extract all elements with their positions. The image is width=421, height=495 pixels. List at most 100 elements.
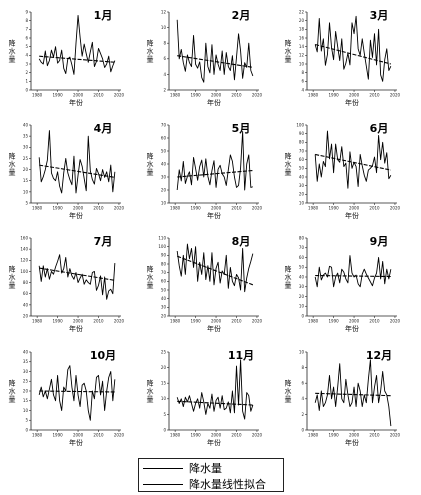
x-axis-label: 年份 bbox=[207, 324, 221, 333]
y-tick-label: 20 bbox=[161, 187, 167, 192]
trend-line bbox=[177, 55, 253, 68]
y-axis-label: 降水量 bbox=[147, 379, 154, 404]
trend-line bbox=[315, 392, 391, 397]
y-tick-label: 50 bbox=[161, 287, 167, 292]
y-tick-label: 30 bbox=[161, 305, 167, 310]
y-tick-label: 20 bbox=[299, 294, 305, 299]
y-tick-label: 9 bbox=[25, 9, 28, 14]
y-tick-label: 70 bbox=[161, 122, 167, 127]
y-tick-label: 10 bbox=[161, 200, 167, 205]
month-label: 6月 bbox=[370, 122, 389, 135]
month-label: 9月 bbox=[370, 235, 389, 248]
y-tick-label: 0 bbox=[163, 427, 166, 432]
x-tick-label: 2010 bbox=[93, 93, 104, 98]
y-tick-label: 2 bbox=[301, 412, 304, 417]
y-tick-label: 4 bbox=[25, 53, 28, 58]
precip-series-line bbox=[314, 359, 392, 427]
x-tick-label: 1990 bbox=[190, 433, 201, 438]
y-tick-label: 60 bbox=[161, 279, 167, 284]
y-tick-label: 5 bbox=[25, 200, 28, 205]
month-label: 1月 bbox=[94, 9, 113, 22]
panel-8: 20 30 40 50 60 70 80 90 100 110 1980 1990 2000 2010 20… bbox=[147, 235, 263, 333]
y-tick-label: 100 bbox=[20, 269, 28, 274]
x-tick-label: 2010 bbox=[231, 206, 242, 211]
y-axis-label: 降水量 bbox=[285, 152, 292, 177]
precip-series-line bbox=[176, 359, 254, 420]
y-tick-label: 20 bbox=[23, 388, 29, 393]
x-tick-label: 1980 bbox=[32, 319, 43, 324]
y-tick-label: 12 bbox=[161, 9, 167, 14]
y-tick-label: 0 bbox=[301, 313, 304, 318]
y-tick-label: 10 bbox=[161, 396, 167, 401]
x-tick-label: 2020 bbox=[252, 206, 263, 211]
y-tick-label: 40 bbox=[161, 161, 167, 166]
x-tick-label: 2010 bbox=[93, 319, 104, 324]
y-tick-label: 90 bbox=[161, 253, 167, 258]
y-tick-label: 50 bbox=[161, 148, 167, 153]
y-tick-label: 50 bbox=[299, 265, 305, 270]
x-tick-label: 2010 bbox=[231, 319, 242, 324]
y-tick-label: 10 bbox=[23, 189, 29, 194]
x-tick-label: 1990 bbox=[328, 206, 339, 211]
x-axis-label: 年份 bbox=[207, 438, 221, 447]
x-tick-label: 1980 bbox=[32, 433, 43, 438]
x-tick-label: 2010 bbox=[231, 433, 242, 438]
y-axis-label: 降水量 bbox=[147, 152, 154, 177]
y-tick-label: 8 bbox=[25, 18, 28, 23]
x-tick-label: 2000 bbox=[73, 206, 84, 211]
y-tick-label: 18 bbox=[299, 27, 305, 32]
x-tick-label: 1990 bbox=[52, 319, 63, 324]
y-tick-label: 25 bbox=[23, 156, 29, 161]
precip-series-line bbox=[176, 131, 253, 191]
y-tick-label: 70 bbox=[161, 270, 167, 275]
x-tick-label: 2020 bbox=[114, 433, 125, 438]
month-label: 3月 bbox=[370, 9, 389, 22]
y-tick-label: 15 bbox=[23, 178, 29, 183]
month-label: 5月 bbox=[232, 122, 251, 135]
x-tick-label: 1980 bbox=[170, 433, 181, 438]
y-tick-label: 1 bbox=[25, 79, 28, 84]
precip-series-line bbox=[176, 243, 254, 293]
y-tick-label: 12 bbox=[299, 53, 305, 58]
x-axis-label: 年份 bbox=[69, 98, 83, 107]
precip-series-line bbox=[38, 365, 116, 421]
legend-trend-line-swatch bbox=[143, 483, 183, 485]
panel-6: 10 20 30 40 50 60 70 80 90 100 1980 1990 2000 2010 202… bbox=[285, 122, 401, 220]
y-tick-label: 25 bbox=[23, 379, 29, 384]
legend-item-trend: 降水量线性拟合 bbox=[139, 476, 266, 492]
month-label: 2月 bbox=[232, 9, 251, 22]
y-tick-label: 70 bbox=[299, 148, 305, 153]
y-tick-label: 2 bbox=[163, 87, 166, 92]
y-axis-label: 降水量 bbox=[285, 39, 292, 64]
legend-precip-label: 降水量 bbox=[189, 462, 222, 475]
y-tick-label: 10 bbox=[23, 408, 29, 413]
y-tick-label: 5 bbox=[25, 418, 28, 423]
x-axis-label: 年份 bbox=[69, 211, 83, 220]
y-tick-label: 20 bbox=[161, 313, 167, 318]
y-tick-label: 140 bbox=[20, 247, 28, 252]
y-tick-label: 60 bbox=[299, 255, 305, 260]
y-tick-label: 0 bbox=[301, 427, 304, 432]
y-axis-label: 降水量 bbox=[9, 39, 16, 64]
y-tick-label: 5 bbox=[25, 44, 28, 49]
x-tick-label: 1990 bbox=[328, 433, 339, 438]
x-tick-label: 2010 bbox=[369, 206, 380, 211]
precip-series-line bbox=[314, 130, 392, 189]
y-tick-label: 6 bbox=[163, 56, 166, 61]
y-tick-label: 100 bbox=[158, 244, 166, 249]
y-tick-label: 20 bbox=[23, 313, 29, 318]
month-label: 10月 bbox=[90, 349, 116, 362]
y-tick-label: 60 bbox=[161, 135, 167, 140]
legend-precip-line-swatch bbox=[143, 467, 183, 469]
precip-series-line bbox=[314, 15, 392, 82]
x-tick-label: 2020 bbox=[390, 93, 401, 98]
x-tick-label: 1980 bbox=[308, 206, 319, 211]
y-tick-label: 40 bbox=[23, 122, 29, 127]
y-tick-label: 40 bbox=[299, 274, 305, 279]
y-tick-label: 2 bbox=[25, 70, 28, 75]
y-tick-label: 40 bbox=[23, 302, 29, 307]
x-tick-label: 2010 bbox=[369, 93, 380, 98]
y-axis-label: 降水量 bbox=[9, 152, 16, 177]
x-tick-label: 1980 bbox=[308, 433, 319, 438]
